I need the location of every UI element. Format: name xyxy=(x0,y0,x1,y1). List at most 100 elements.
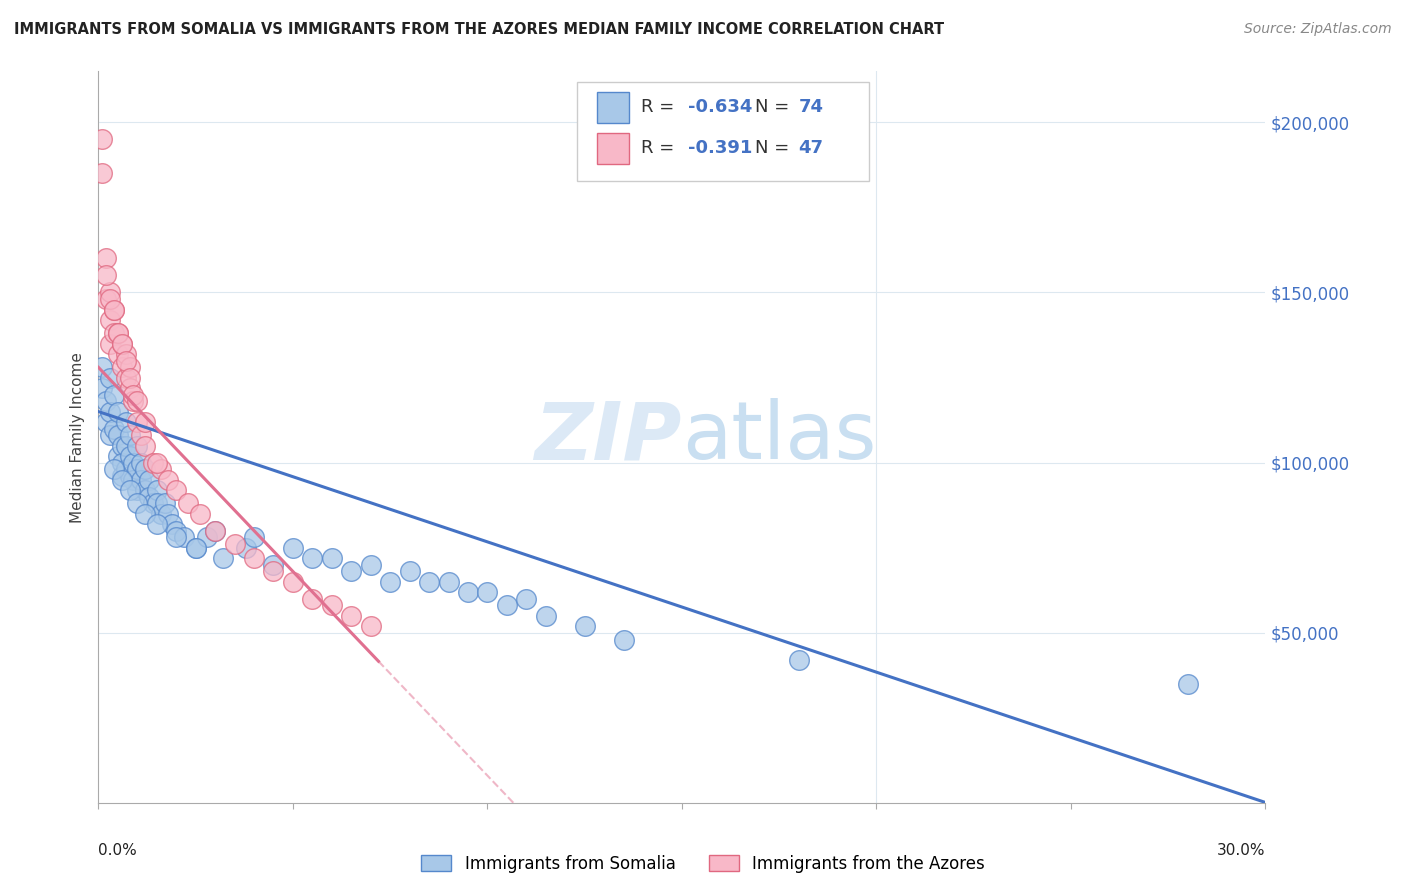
Point xyxy=(142,456,165,470)
Point xyxy=(98,293,121,307)
Point xyxy=(224,537,246,551)
Point xyxy=(114,370,136,384)
Point xyxy=(418,574,440,589)
Text: 74: 74 xyxy=(799,98,824,116)
Point xyxy=(134,462,156,476)
Point xyxy=(204,524,226,538)
Point xyxy=(114,415,136,429)
Point xyxy=(111,469,134,483)
Point xyxy=(129,456,152,470)
Point xyxy=(91,360,114,375)
Point xyxy=(111,439,134,453)
Point xyxy=(127,483,149,497)
Text: 47: 47 xyxy=(799,139,824,157)
Point xyxy=(262,565,284,579)
Point xyxy=(360,619,382,633)
Point xyxy=(91,381,114,395)
Point xyxy=(118,360,141,375)
Point xyxy=(111,473,134,487)
Point xyxy=(281,574,304,589)
Point xyxy=(301,591,323,606)
Point xyxy=(165,483,187,497)
Point xyxy=(122,456,145,470)
Point xyxy=(103,302,125,317)
Point xyxy=(138,473,160,487)
Point xyxy=(134,507,156,521)
Point xyxy=(149,462,172,476)
Point xyxy=(321,599,343,613)
Point xyxy=(114,353,136,368)
Text: N =: N = xyxy=(755,98,796,116)
Point xyxy=(96,252,118,266)
Point xyxy=(129,473,152,487)
Point xyxy=(613,632,636,647)
Text: atlas: atlas xyxy=(682,398,876,476)
Point xyxy=(98,428,121,442)
Point xyxy=(111,336,134,351)
FancyBboxPatch shape xyxy=(596,92,630,122)
Point xyxy=(195,531,218,545)
Point xyxy=(134,483,156,497)
Legend: Immigrants from Somalia, Immigrants from the Azores: Immigrants from Somalia, Immigrants from… xyxy=(415,848,991,880)
FancyBboxPatch shape xyxy=(576,82,869,181)
Text: 0.0%: 0.0% xyxy=(98,843,138,858)
Point xyxy=(165,524,187,538)
Point xyxy=(98,285,121,300)
Point xyxy=(118,449,141,463)
Point xyxy=(188,507,211,521)
Point xyxy=(118,469,141,483)
Point xyxy=(107,326,129,341)
Point xyxy=(146,456,169,470)
Point xyxy=(153,496,176,510)
Point xyxy=(177,496,200,510)
Point xyxy=(243,550,266,565)
Text: -0.634: -0.634 xyxy=(688,98,752,116)
Point xyxy=(173,531,195,545)
Point xyxy=(157,507,180,521)
Point xyxy=(91,166,114,180)
Point xyxy=(111,456,134,470)
Point xyxy=(149,507,172,521)
Point xyxy=(142,496,165,510)
Point xyxy=(787,653,810,667)
Point xyxy=(134,439,156,453)
Point xyxy=(127,439,149,453)
FancyBboxPatch shape xyxy=(596,133,630,164)
Text: N =: N = xyxy=(755,139,796,157)
Point xyxy=(146,483,169,497)
Point xyxy=(96,293,118,307)
Point xyxy=(122,473,145,487)
Point xyxy=(360,558,382,572)
Point xyxy=(96,394,118,409)
Point xyxy=(107,326,129,341)
Point xyxy=(380,574,402,589)
Point xyxy=(103,302,125,317)
Text: -0.391: -0.391 xyxy=(688,139,752,157)
Y-axis label: Median Family Income: Median Family Income xyxy=(70,351,86,523)
Point xyxy=(235,541,257,555)
Point xyxy=(340,608,363,623)
Point xyxy=(103,462,125,476)
Point xyxy=(96,268,118,283)
Point xyxy=(321,550,343,565)
Text: ZIP: ZIP xyxy=(534,398,682,476)
Point xyxy=(91,132,114,146)
Point xyxy=(127,394,149,409)
Point xyxy=(98,404,121,418)
Point xyxy=(165,531,187,545)
Point xyxy=(96,415,118,429)
Point xyxy=(262,558,284,572)
Point xyxy=(1177,677,1199,691)
Point xyxy=(184,541,207,555)
Point xyxy=(127,496,149,510)
Text: Source: ZipAtlas.com: Source: ZipAtlas.com xyxy=(1244,22,1392,37)
Point xyxy=(111,336,134,351)
Point xyxy=(281,541,304,555)
Point xyxy=(398,565,420,579)
Point xyxy=(138,490,160,504)
Point xyxy=(134,415,156,429)
Point xyxy=(114,462,136,476)
Point xyxy=(107,404,129,418)
Point xyxy=(204,524,226,538)
Point xyxy=(114,347,136,361)
